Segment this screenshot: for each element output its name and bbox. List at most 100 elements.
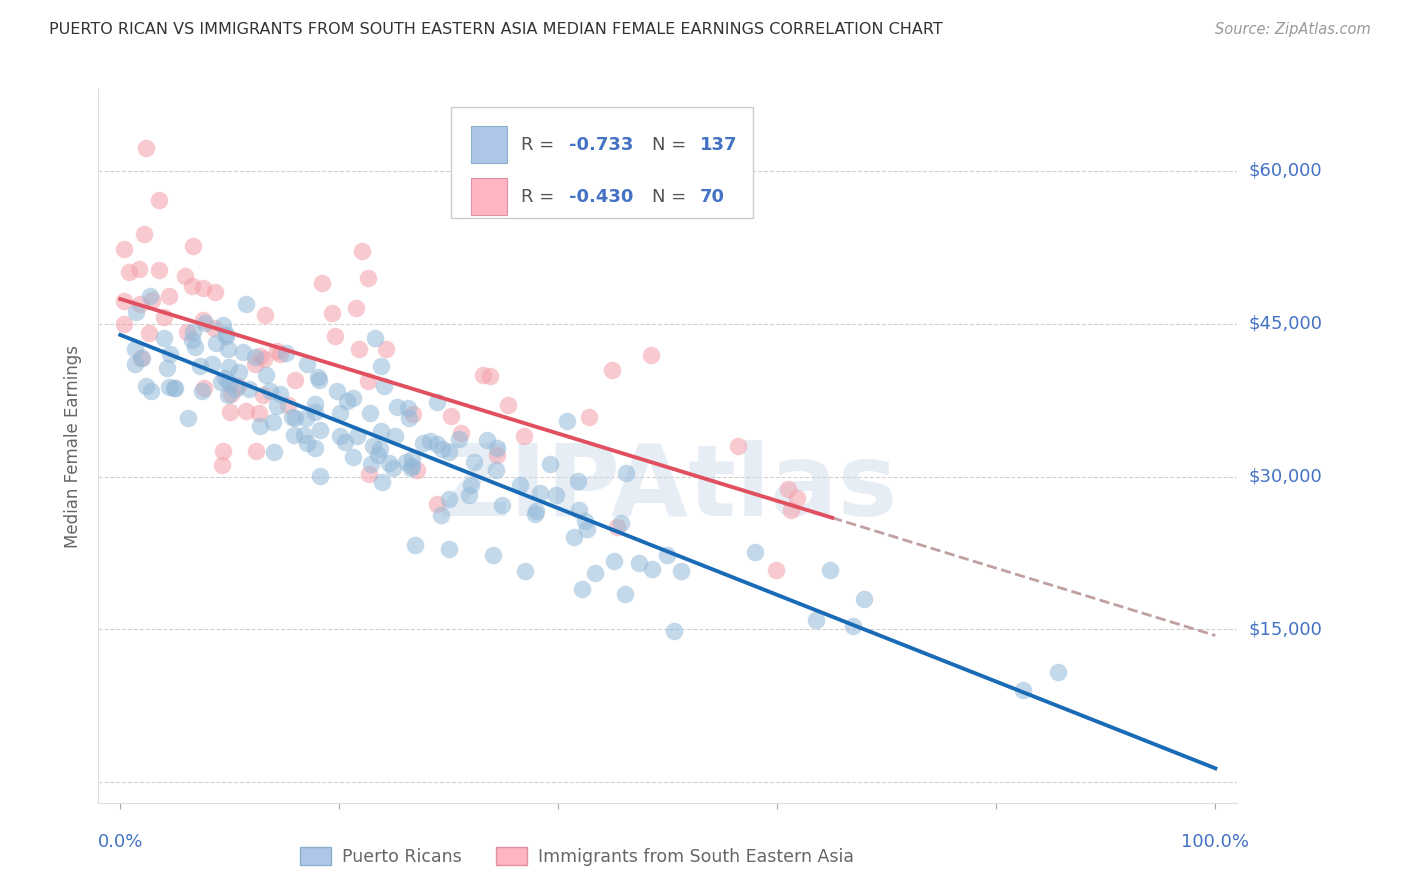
- Point: [396, 401, 419, 416]
- Point: [610, 516, 633, 530]
- Point: [398, 411, 420, 425]
- Point: [295, 357, 318, 371]
- Point: [430, 442, 453, 456]
- Point: [180, 278, 202, 293]
- Point: [124, 343, 146, 357]
- Text: N =: N =: [652, 187, 692, 205]
- Point: [176, 326, 198, 340]
- Point: [412, 435, 434, 450]
- Point: [247, 406, 270, 420]
- Point: [269, 346, 291, 360]
- Point: [204, 285, 226, 300]
- Point: [131, 351, 153, 366]
- Point: [529, 486, 551, 500]
- Point: [218, 405, 240, 419]
- Point: [640, 348, 662, 362]
- Point: [321, 306, 343, 320]
- Point: [135, 140, 157, 154]
- Point: [662, 624, 685, 638]
- Point: [243, 357, 266, 371]
- Point: [401, 452, 423, 467]
- Text: $45,000: $45,000: [1249, 315, 1323, 333]
- Text: Source: ZipAtlas.com: Source: ZipAtlas.com: [1215, 22, 1371, 37]
- Point: [180, 333, 202, 347]
- Point: [439, 445, 461, 459]
- Point: [191, 384, 214, 398]
- Point: [426, 436, 449, 450]
- Point: [294, 411, 316, 425]
- Point: [243, 350, 266, 364]
- Point: [193, 381, 215, 395]
- Point: [449, 432, 471, 446]
- Point: [479, 369, 502, 384]
- Point: [357, 271, 380, 285]
- Point: [399, 461, 422, 475]
- Point: [218, 376, 240, 391]
- Text: $30,000: $30,000: [1249, 467, 1322, 485]
- Point: [159, 347, 181, 361]
- Point: [181, 239, 204, 253]
- Point: [134, 227, 156, 242]
- Point: [382, 460, 405, 475]
- Point: [311, 276, 333, 290]
- Point: [266, 343, 288, 358]
- Point: [606, 519, 628, 533]
- Point: [212, 318, 235, 333]
- Point: [173, 269, 195, 284]
- Point: [188, 359, 211, 374]
- Point: [513, 564, 536, 578]
- Point: [564, 530, 586, 544]
- Point: [575, 522, 598, 536]
- Point: [727, 439, 749, 453]
- Point: [509, 478, 531, 492]
- Point: [360, 457, 382, 471]
- Point: [125, 304, 148, 318]
- Point: [269, 386, 291, 401]
- Point: [406, 463, 429, 477]
- Point: [370, 424, 392, 438]
- Point: [245, 444, 267, 458]
- Y-axis label: Median Female Earnings: Median Female Earnings: [65, 344, 83, 548]
- Text: $60,000: $60,000: [1249, 161, 1322, 180]
- Point: [852, 591, 875, 606]
- Point: [641, 562, 664, 576]
- Point: [284, 373, 307, 387]
- Point: [806, 614, 828, 628]
- Text: -0.733: -0.733: [569, 136, 633, 153]
- Point: [419, 434, 441, 448]
- Point: [226, 379, 249, 393]
- Point: [578, 409, 600, 424]
- Point: [249, 419, 271, 434]
- Point: [277, 398, 299, 412]
- Point: [485, 463, 508, 477]
- Point: [163, 381, 186, 395]
- Point: [496, 398, 519, 412]
- Point: [266, 400, 288, 414]
- Text: N =: N =: [652, 136, 692, 153]
- Point: [181, 325, 204, 339]
- Point: [191, 281, 214, 295]
- Point: [603, 554, 626, 568]
- Point: [157, 380, 180, 394]
- Point: [342, 392, 364, 406]
- Point: [263, 444, 285, 458]
- Point: [183, 340, 205, 354]
- Point: [344, 301, 367, 315]
- FancyBboxPatch shape: [451, 107, 754, 218]
- Point: [336, 394, 359, 409]
- Point: [283, 427, 305, 442]
- Point: [148, 193, 170, 207]
- Text: $15,000: $15,000: [1249, 621, 1322, 639]
- Point: [202, 320, 225, 334]
- Point: [583, 566, 606, 580]
- Point: [283, 411, 305, 425]
- Point: [471, 368, 494, 383]
- Point: [214, 328, 236, 343]
- Point: [359, 406, 381, 420]
- Point: [249, 349, 271, 363]
- Point: [655, 548, 678, 562]
- Point: [232, 345, 254, 359]
- Point: [460, 478, 482, 492]
- Point: [252, 388, 274, 402]
- FancyBboxPatch shape: [471, 178, 508, 215]
